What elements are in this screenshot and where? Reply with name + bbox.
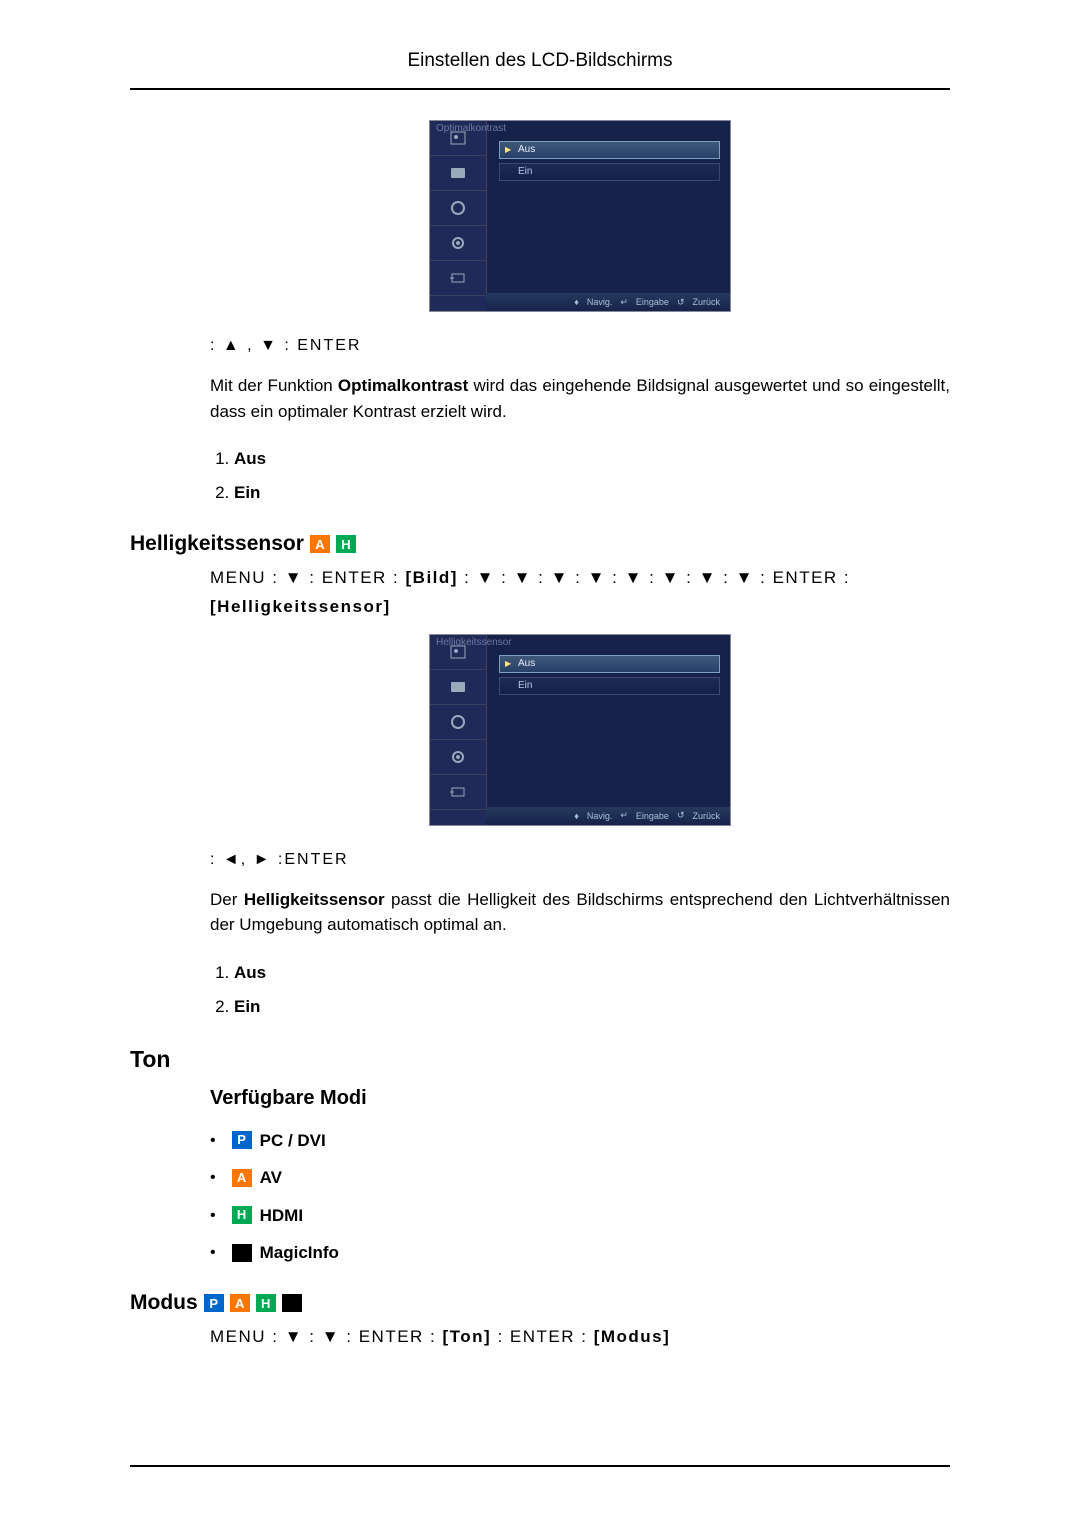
- osd2-body: Aus Ein: [487, 635, 730, 825]
- page-header: Einstellen des LCD-Bildschirms: [130, 50, 950, 90]
- osd2-sidebar: [430, 635, 487, 825]
- sec1-para: Mit der Funktion Optimalkontrast wird da…: [210, 373, 950, 424]
- sec3-list: Aus Ein: [210, 956, 950, 1024]
- osd-tab-circle-icon: [430, 191, 486, 226]
- sec3-item-aus: Aus: [234, 956, 950, 990]
- mode-hdmi-label: HDMI: [260, 1197, 303, 1234]
- osd2-tab-circle-icon: [430, 705, 486, 740]
- modus-badge-p-icon: P: [204, 1294, 224, 1312]
- osd2-footer: ♦ Navig. ↵ Eingabe ↺ Zurück: [486, 807, 730, 825]
- badge-h2-icon: H: [232, 1206, 252, 1224]
- osd2-tab-gear-icon: [430, 740, 486, 775]
- mode-item-hdmi: H HDMI: [210, 1197, 950, 1234]
- osd2-tab-input-icon: [430, 775, 486, 810]
- sec3-para: Der Helligkeitssensor passt die Helligke…: [210, 887, 950, 938]
- badge-h-icon: H: [336, 535, 356, 553]
- sec2-menu-seq: MENU : ▼ : ENTER : [Bild] : ▼ : ▼ : ▼ : …: [210, 564, 950, 622]
- osd2-nav-label: Navig.: [587, 811, 613, 821]
- mode-item-pc: P PC / DVI: [210, 1122, 950, 1159]
- osd-tab-input-icon: [430, 261, 486, 296]
- footer-rule: [130, 1465, 950, 1467]
- osd1-enter-icon: ↵: [620, 297, 628, 308]
- section-optimalkontrast: Optimalkontrast Aus Ein ♦ Navig. ↵ Einga…: [210, 120, 950, 510]
- ton-subheading: Verfügbare Modi: [210, 1087, 950, 1110]
- sec3-item-ein: Ein: [234, 990, 950, 1024]
- sec1-nav-suffix: : ENTER: [278, 337, 362, 354]
- osd2-nav-icon: ♦: [574, 811, 579, 821]
- sec3-para-bold: Helligkeitssensor: [244, 890, 385, 909]
- sec2-seq-end: ENTER :: [766, 568, 850, 587]
- sec1-opt2: Ein: [234, 483, 260, 502]
- osd1-option-aus[interactable]: Aus: [499, 141, 720, 159]
- mode-pc-label: PC / DVI: [260, 1122, 326, 1159]
- modus-badge-a-icon: A: [230, 1294, 250, 1312]
- modus-badge-m-icon: [282, 1294, 302, 1312]
- osd1-enter-label: Eingabe: [636, 297, 669, 307]
- osd1-footer: ♦ Navig. ↵ Eingabe ↺ Zurück: [486, 293, 730, 311]
- osd1-nav-label: Navig.: [587, 297, 613, 307]
- mode-item-av: A AV: [210, 1159, 950, 1196]
- sec3-nav-prefix: :: [210, 851, 223, 868]
- sec2-heading-text: Helligkeitssensor: [130, 532, 304, 556]
- osd-optimalkontrast: Optimalkontrast Aus Ein ♦ Navig. ↵ Einga…: [429, 120, 731, 312]
- sec1-opt1: Aus: [234, 449, 266, 468]
- badge-p-icon: P: [232, 1131, 252, 1149]
- sec1-nav-arrows: ▲ , ▼: [223, 337, 278, 354]
- section-helligkeitssensor: MENU : ▼ : ENTER : [Bild] : ▼ : ▼ : ▼ : …: [210, 564, 950, 1024]
- osd1-option-ein[interactable]: Ein: [499, 163, 720, 181]
- modus-menu-seq: MENU : ▼ : ▼ : ENTER : [Ton] : ENTER : […: [210, 1323, 950, 1352]
- sec3-nav-suffix: :ENTER: [271, 851, 348, 868]
- osd2-tab-display-icon: [430, 670, 486, 705]
- mode-magicinfo-label: MagicInfo: [260, 1234, 339, 1271]
- modus-heading-text: Modus: [130, 1291, 198, 1315]
- modus-seq-bold1: [Ton]: [443, 1327, 492, 1346]
- osd2-back-label: Zurück: [692, 811, 720, 821]
- helligkeitssensor-heading: Helligkeitssensor AH: [130, 532, 950, 556]
- osd-tab-display-icon: [430, 156, 486, 191]
- badge-a2-icon: A: [232, 1169, 252, 1187]
- osd2-option-ein[interactable]: Ein: [499, 677, 720, 695]
- sec3-opt2: Ein: [234, 997, 260, 1016]
- osd-helligkeitssensor: Helligkeitssensor Aus Ein ♦ Navig. ↵ Ein…: [429, 634, 731, 826]
- osd2-enter-icon: ↵: [620, 810, 628, 821]
- modus-seq-bold2: [Modus]: [594, 1327, 671, 1346]
- sec1-list: Aus Ein: [210, 442, 950, 510]
- sec1-nav-prefix: :: [210, 337, 223, 354]
- sec2-seq-bold2: [Helligkeitssensor]: [210, 597, 391, 616]
- mode-list: P PC / DVI A AV H HDMI MagicInfo: [210, 1122, 950, 1272]
- badge-a-icon: A: [310, 535, 330, 553]
- sec2-seq-bold1: [Bild]: [406, 568, 458, 587]
- sec2-seq-mid: : ▼ : ▼ : ▼ : ▼ : ▼ : ▼ : ▼ : ▼ :: [458, 568, 766, 587]
- sec3-para-pre: Der: [210, 890, 244, 909]
- modus-seq-1: MENU : ▼ : ▼ : ENTER :: [210, 1327, 443, 1346]
- modus-heading: Modus PAH: [130, 1291, 950, 1315]
- sec1-nav: : ▲ , ▼ : ENTER: [210, 337, 950, 355]
- header-title: Einstellen des LCD-Bildschirms: [407, 50, 672, 71]
- section-ton: Verfügbare Modi P PC / DVI A AV H HDMI M…: [210, 1087, 950, 1272]
- osd2-enter-label: Eingabe: [636, 811, 669, 821]
- osd1-sidebar: [430, 121, 487, 311]
- sec3-nav: : ◄, ► :ENTER: [210, 851, 950, 869]
- sec1-para-pre: Mit der Funktion: [210, 376, 338, 395]
- mode-av-label: AV: [260, 1159, 282, 1196]
- modus-badge-h-icon: H: [256, 1294, 276, 1312]
- sec1-para-bold: Optimalkontrast: [338, 376, 468, 395]
- mode-item-magicinfo: MagicInfo: [210, 1234, 950, 1271]
- ton-heading: Ton: [130, 1046, 950, 1073]
- osd1-back-icon: ↺: [677, 297, 685, 308]
- osd2-back-icon: ↺: [677, 810, 685, 821]
- sec2-seq-1: MENU : ▼ : ENTER :: [210, 568, 406, 587]
- modus-seq-mid: : ENTER :: [491, 1327, 593, 1346]
- sec1-item-ein: Ein: [234, 476, 950, 510]
- osd1-back-label: Zurück: [692, 297, 720, 307]
- osd1-nav-icon: ♦: [574, 297, 579, 307]
- sec1-item-aus: Aus: [234, 442, 950, 476]
- osd-tab-gear-icon: [430, 226, 486, 261]
- osd2-option-aus[interactable]: Aus: [499, 655, 720, 673]
- sec3-nav-arrows: ◄, ►: [223, 851, 272, 868]
- osd1-body: Aus Ein: [487, 121, 730, 311]
- sec3-opt1: Aus: [234, 963, 266, 982]
- section-modus: MENU : ▼ : ▼ : ENTER : [Ton] : ENTER : […: [210, 1323, 950, 1352]
- badge-m-icon: [232, 1244, 252, 1262]
